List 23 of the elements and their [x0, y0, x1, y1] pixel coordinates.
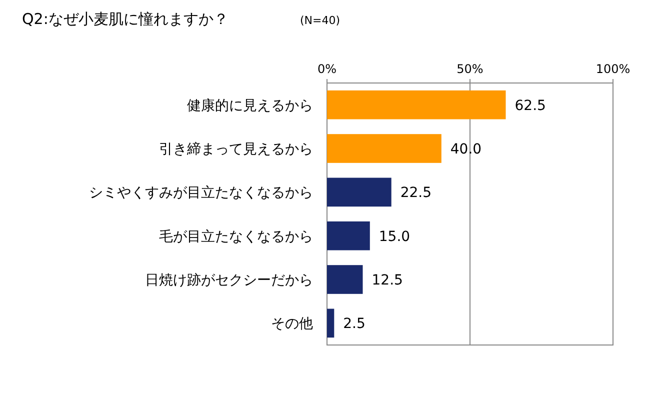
data-label: 15.0	[378, 228, 410, 245]
x-tick-label: 50%	[456, 62, 484, 76]
data-label: 22.5	[400, 185, 432, 202]
x-tick-label: 100%	[596, 62, 630, 76]
y-tick-label: シミやくすみが目立たなくなるから	[89, 185, 313, 202]
data-label: 12.5	[372, 272, 403, 288]
data-label: 2.5	[343, 316, 366, 332]
data-label: 40.0	[450, 142, 482, 158]
x-tick-label: 0%	[317, 62, 337, 76]
chart-subtitle: (N=40)	[300, 14, 340, 27]
y-tick-label: 引き締まって見えるから	[159, 142, 313, 158]
text: Q2:なぜ小麦肌に憧れますか？	[22, 10, 228, 28]
bar	[327, 134, 442, 163]
y-tick-label: 日焼け跡がセクシーだから	[145, 272, 313, 288]
bar	[327, 178, 392, 207]
data-label: 62.5	[514, 98, 546, 114]
bar	[327, 265, 363, 294]
bar	[327, 308, 334, 338]
bar	[327, 90, 506, 120]
y-tick-label: 毛が目立たなくなるから	[159, 228, 313, 245]
y-tick-label: その他	[271, 316, 313, 332]
y-tick-label: 健康的に見えるから	[187, 98, 313, 114]
bar	[327, 221, 370, 250]
